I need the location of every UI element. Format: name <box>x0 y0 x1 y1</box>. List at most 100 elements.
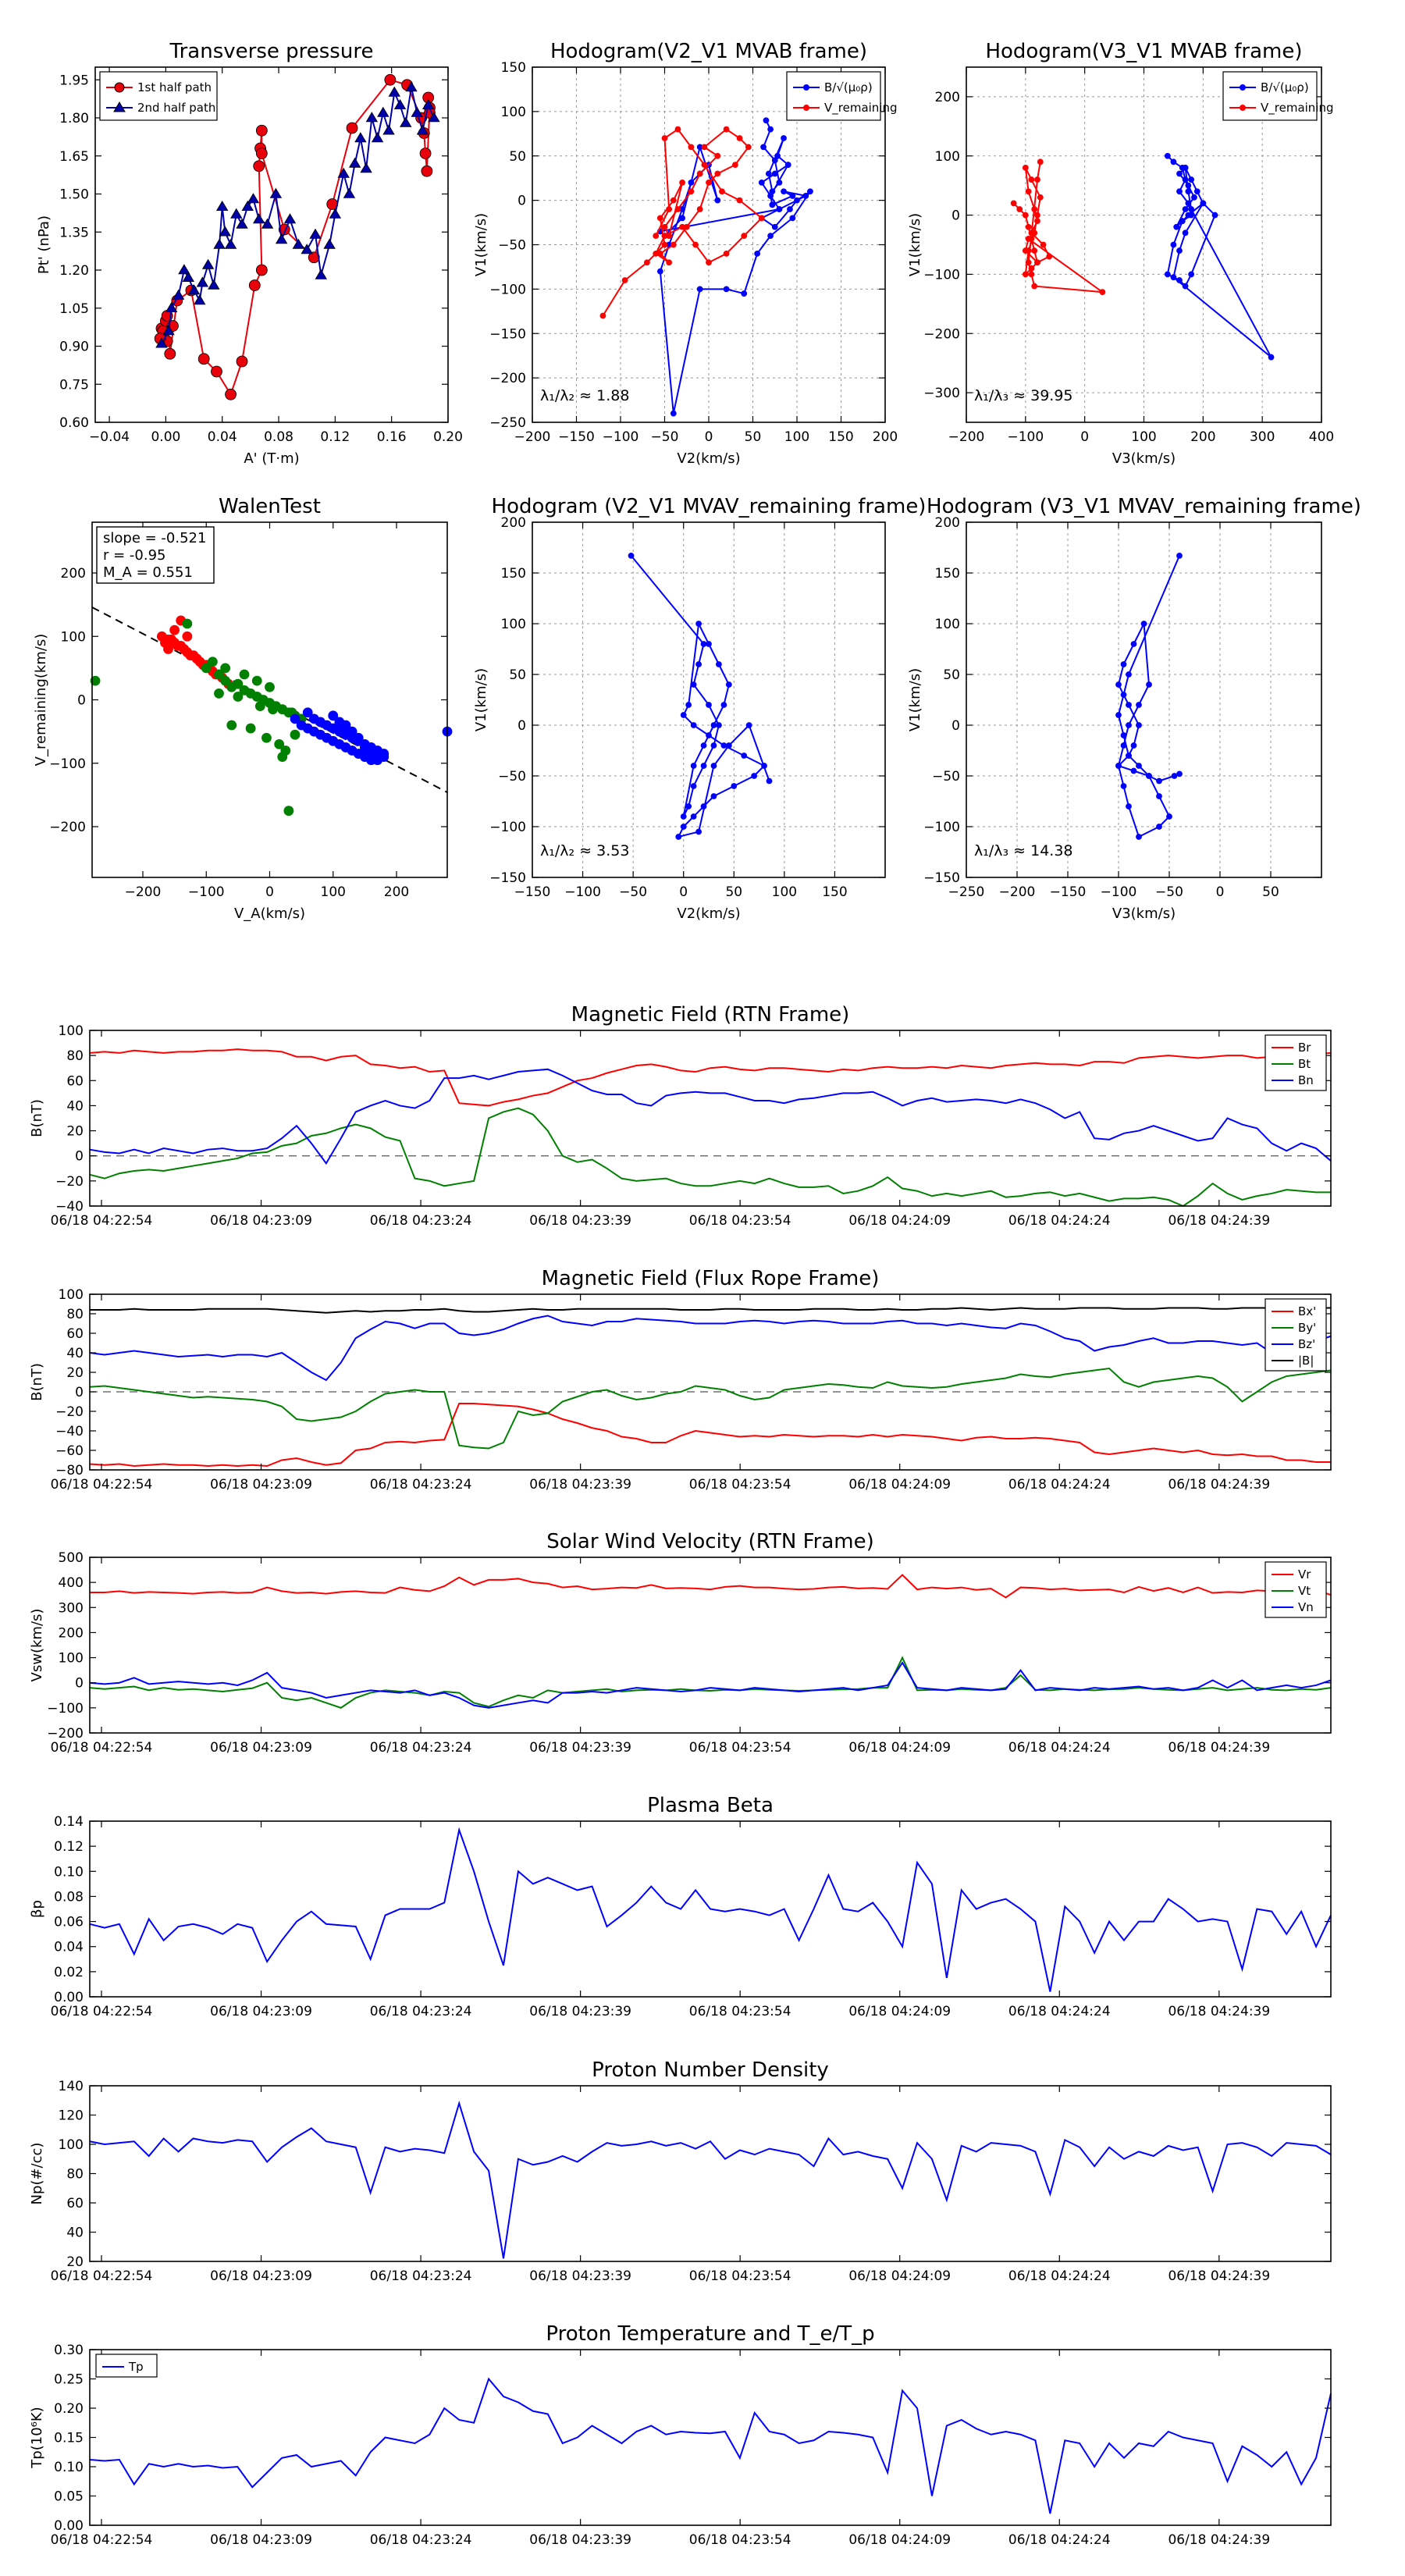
data-point <box>1170 158 1177 165</box>
data-point <box>422 98 435 110</box>
x-tick-label: −250 <box>948 884 985 900</box>
data-point <box>372 749 383 759</box>
series-2nd-half-path <box>155 81 440 348</box>
time-tick-label: 06/18 04:23:54 <box>689 2268 791 2284</box>
data-point <box>275 233 288 244</box>
data-point <box>191 653 202 664</box>
legend-marker <box>1240 105 1246 111</box>
data-point <box>1022 247 1029 254</box>
data-point <box>1130 767 1137 774</box>
x-tick-label: 200 <box>384 884 409 900</box>
data-point <box>675 834 682 840</box>
data-point <box>680 813 687 820</box>
y-tick-label: 0.00 <box>54 1990 84 2005</box>
data-point <box>769 201 776 208</box>
data-point <box>1182 283 1189 290</box>
y-tick-label: −100 <box>49 756 86 772</box>
data-point <box>653 250 660 257</box>
x-tick-label: −100 <box>1101 884 1137 900</box>
data-point <box>1185 200 1192 207</box>
legend-label: Br <box>1298 1041 1311 1055</box>
time-tick-label: 06/18 04:23:09 <box>210 1477 312 1493</box>
data-point <box>160 637 170 648</box>
legend-marker <box>113 101 126 112</box>
legend: B/√(μ₀ρ) V_remaining <box>786 71 898 121</box>
x-tick-label: 0 <box>265 884 274 900</box>
y-tick-label: 500 <box>59 1550 84 1566</box>
y-tick-label: 140 <box>59 2079 84 2094</box>
series-bt-line <box>89 1107 1331 1208</box>
data-point <box>1268 354 1275 361</box>
y-tick-label: 100 <box>501 617 526 632</box>
y-tick-label: 50 <box>509 667 526 683</box>
data-point <box>599 312 606 319</box>
data-point <box>1182 229 1189 237</box>
data-point <box>771 157 778 164</box>
data-point <box>1182 206 1189 212</box>
np-panel: 20 40 60 80 100 120 140 06/18 04:22:54 06/18 04:… <box>29 2058 1332 2284</box>
y-tick-label: 120 <box>59 2108 84 2124</box>
data-point <box>315 269 327 279</box>
data-point <box>1136 702 1142 708</box>
y-tick-label: 0.00 <box>54 2518 84 2534</box>
x-tick-label: −50 <box>619 884 647 900</box>
series-bn-line <box>89 1068 1332 1165</box>
data-point <box>162 325 175 336</box>
data-point <box>261 218 274 229</box>
data-point <box>1031 206 1038 212</box>
data-point <box>751 773 758 779</box>
data-point <box>309 228 322 239</box>
data-point <box>329 208 342 219</box>
legend: 1st half path 2nd half path <box>99 71 218 121</box>
series-line <box>1166 155 1272 358</box>
series-vn-line <box>89 1661 1332 1709</box>
legend-marker <box>1240 84 1246 91</box>
x-tick-label: 0 <box>679 884 688 900</box>
data-point <box>1037 194 1044 201</box>
data-point <box>1120 661 1127 667</box>
y-tick-label: −50 <box>498 238 526 254</box>
data-point <box>666 259 673 266</box>
time-tick-label: 06/18 04:23:09 <box>210 1740 312 1756</box>
series-line <box>161 87 435 344</box>
data-point <box>1028 265 1035 272</box>
data-point <box>674 126 681 133</box>
y-tick-label: 40 <box>66 2226 84 2241</box>
y-tick-label: 80 <box>66 1048 84 1064</box>
data-point <box>1185 188 1192 195</box>
data-point <box>1022 212 1029 219</box>
data-point <box>1126 803 1132 809</box>
y-tick-label: −250 <box>489 415 526 431</box>
hodo3-panel: −150 −100 −50 0 50 100 150 −150 −100 −50 0 50 100 150… <box>473 495 926 922</box>
x-axis-label: V3(km/s) <box>1112 906 1176 922</box>
data-point <box>714 152 721 159</box>
y-tick-label: 1.05 <box>59 301 89 317</box>
series-by--line <box>89 1367 1332 1450</box>
x-axis-label: V2(km/s) <box>677 450 740 467</box>
data-point <box>745 144 752 151</box>
y-axis-label: V1(km/s) <box>473 213 489 276</box>
data-point <box>716 661 722 667</box>
x-tick-label: −200 <box>948 429 985 445</box>
chart-title: Magnetic Field (Flux Rope Frame) <box>542 1267 880 1290</box>
time-tick-label: 06/18 04:24:24 <box>1008 2004 1111 2019</box>
data-point <box>340 720 351 731</box>
time-tick-label: 06/18 04:23:09 <box>210 2268 312 2284</box>
y-tick-label: 0.06 <box>54 1915 84 1930</box>
y-tick-label: −100 <box>923 820 960 835</box>
data-point <box>169 624 180 635</box>
data-point <box>736 135 743 141</box>
data-point <box>233 692 244 702</box>
y-tick-label: 150 <box>501 566 526 582</box>
data-point <box>1188 176 1195 183</box>
time-tick-label: 06/18 04:24:24 <box>1008 2532 1111 2548</box>
y-tick-label: 200 <box>61 566 86 582</box>
data-point <box>196 276 209 287</box>
x-tick-label: 200 <box>873 429 898 445</box>
data-point <box>337 167 350 178</box>
plot-frame <box>966 521 1322 878</box>
data-point <box>1166 813 1172 820</box>
data-point <box>1115 712 1122 718</box>
data-point <box>1099 289 1106 296</box>
y-tick-label: −150 <box>489 870 526 886</box>
